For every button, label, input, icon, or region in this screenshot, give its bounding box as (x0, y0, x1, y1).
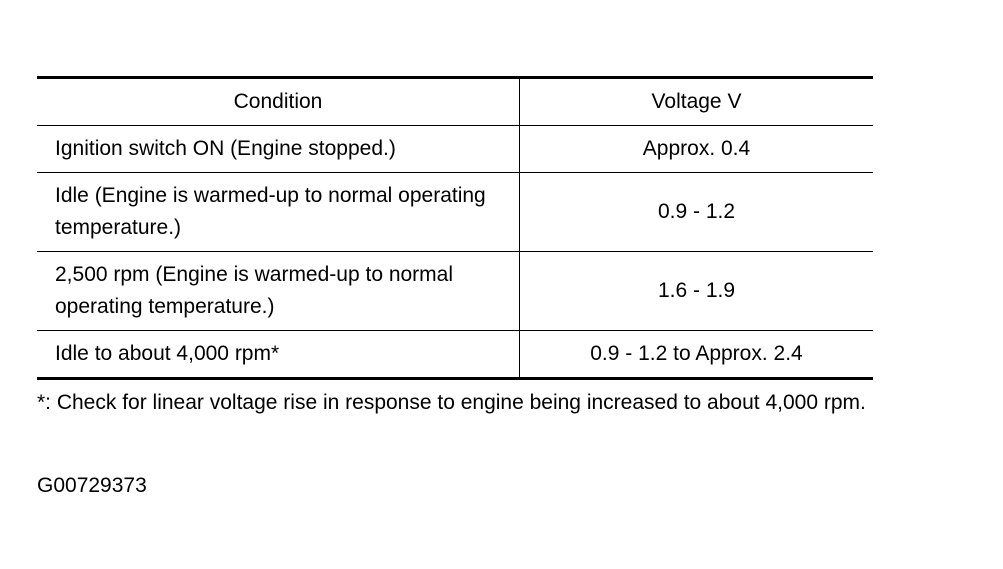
table-row: Ignition switch ON (Engine stopped.) Appr… (37, 125, 873, 173)
condition-cell: 2,500 rpm (Engine is warmed-up to normal… (37, 251, 520, 331)
table-row: 2,500 rpm (Engine is warmed-up to normal… (37, 251, 873, 331)
condition-cell: Idle to about 4,000 rpm* (37, 330, 520, 379)
table-row: Idle (Engine is warmed-up to normal oper… (37, 172, 873, 252)
condition-cell: Idle (Engine is warmed-up to normal oper… (37, 172, 520, 252)
header-condition: Condition (37, 77, 520, 126)
voltage-cell: Approx. 0.4 (519, 125, 873, 173)
table-row: Idle to about 4,000 rpm* 0.9 - 1.2 to App… (37, 330, 873, 379)
voltage-cell: 1.6 - 1.9 (519, 251, 873, 331)
condition-cell: Ignition switch ON (Engine stopped.) (37, 125, 520, 173)
footnote: *: Check for linear voltage rise in resp… (37, 391, 866, 414)
figure-id: G00729373 (37, 474, 147, 497)
voltage-cell: 0.9 - 1.2 to Approx. 2.4 (519, 330, 873, 379)
header-voltage: Voltage V (519, 77, 873, 126)
voltage-table: Condition Voltage V Ignition switch ON (E… (37, 76, 873, 380)
voltage-cell: 0.9 - 1.2 (519, 172, 873, 252)
